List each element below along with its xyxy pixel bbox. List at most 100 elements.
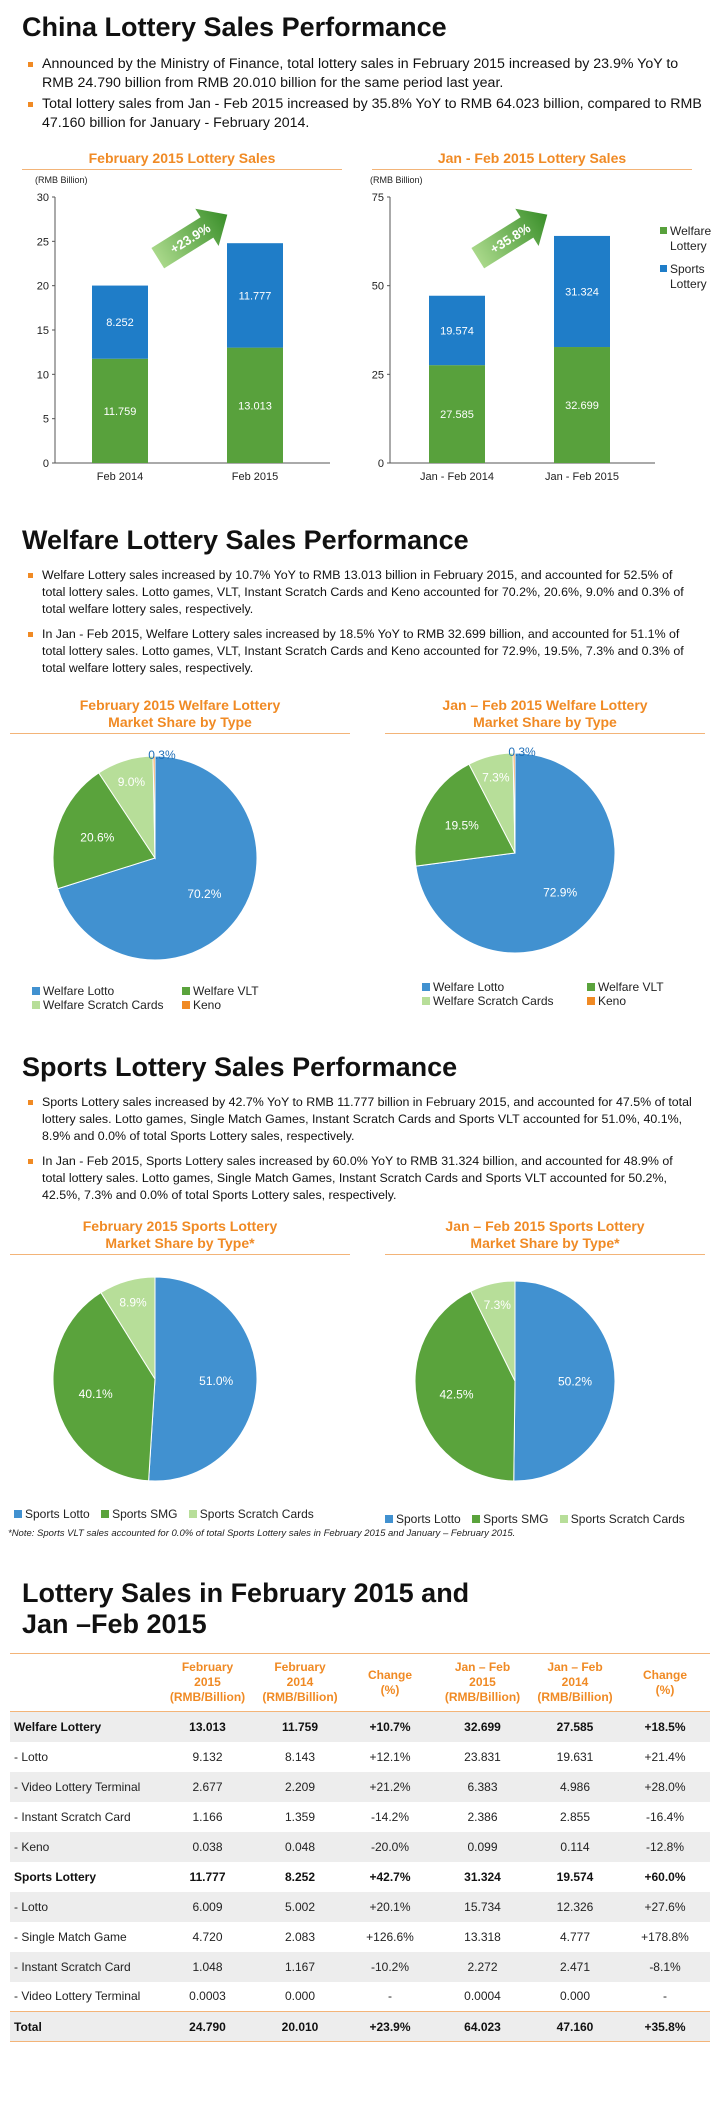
bar-value-label: 13.013 <box>238 400 272 412</box>
table-row: - Lotto 6.009 5.002 +20.1% 15.734 12.326 +27.6… <box>10 1891 710 1922</box>
legend-swatch <box>660 265 667 272</box>
bullet-item: In Jan - Feb 2015, Sports Lottery sales … <box>22 1153 697 1204</box>
pie-welfare-feb-legend: Welfare Lotto Welfare VLT Welfare Scratch… <box>32 984 332 1012</box>
pie-slice <box>100 1276 156 1381</box>
header-line: (RMB/Billion) <box>537 1690 613 1704</box>
bullet-text: Welfare Lottery sales increased by 10.7%… <box>42 568 684 616</box>
table-cell: 32.699 <box>435 1711 530 1742</box>
table-cell: 23.831 <box>464 1749 501 1764</box>
bullet-item: Sports Lottery sales increased by 42.7% … <box>22 1094 697 1145</box>
legend-swatch <box>32 1000 40 1009</box>
legend-label: Sports Lotto <box>396 1512 461 1526</box>
x-tick-label: Jan - Feb 2015 <box>545 471 619 483</box>
pie-slice <box>148 1276 258 1482</box>
legend-swatch <box>422 996 430 1005</box>
row-label: - Keno <box>10 1831 160 1862</box>
legend-label: Welfare VLT <box>193 984 259 998</box>
section-title-sports: Sports Lottery Sales Performance <box>22 1052 458 1082</box>
bullet-item: In Jan - Feb 2015, Welfare Lottery sales… <box>22 626 692 677</box>
y-tick-label: 15 <box>37 325 49 337</box>
table-cell: 19.631 <box>556 1749 594 1764</box>
table-cell: +20.1% <box>345 1891 435 1922</box>
pie-sports-janfeb-title: Jan – Feb 2015 Sports Lottery Market Sha… <box>385 1218 705 1255</box>
bullet-marker <box>28 62 33 67</box>
legend-label: Keno <box>598 994 627 1008</box>
row-label: - Lotto <box>14 1749 49 1764</box>
table-cell: 1.166 <box>192 1809 223 1824</box>
table-row: Sports Lottery 11.777 8.252 +42.7% 31.324 19.… <box>10 1862 710 1892</box>
pie-slice <box>414 1290 516 1482</box>
table-cell: 19.574 <box>556 1869 594 1884</box>
table-cell: 2.677 <box>160 1771 255 1802</box>
bar-chart-jan-feb-2015: (RMB Billion) 0 25 50 75 27.585 19.574 Jan - Fe… <box>370 175 711 483</box>
table-row: - Lotto 9.132 8.143 +12.1% 23.831 19.631 +21.4… <box>10 1742 710 1772</box>
table-cell: 12.326 <box>530 1891 620 1922</box>
table-cell: 2.471 <box>530 1951 620 1982</box>
table-cell: +21.4% <box>644 1749 686 1764</box>
bar-welfare <box>227 347 283 463</box>
table-cell: 24.790 <box>160 2011 255 2042</box>
legend-label: Sports <box>670 262 705 276</box>
bullet-marker <box>28 1159 33 1164</box>
lottery-sales-table-wrap: February 2015 (RMB/Billion) February 2014 (RM… <box>10 1653 710 2042</box>
pie-slice-label: 0.3% <box>148 748 176 762</box>
y-tick-label: 10 <box>37 369 49 381</box>
table-header-cell: Change (%) <box>620 1654 710 1712</box>
legend-swatch <box>587 982 595 991</box>
bullet-text: Announced by the Ministry of Finance, to… <box>42 56 679 91</box>
legend-item: Sports Lotto <box>385 1512 461 1526</box>
table-cell: +126.6% <box>366 1929 414 1944</box>
legend-swatch <box>559 1514 568 1523</box>
legend-swatch <box>14 1509 22 1518</box>
table-cell: 13.013 <box>160 1711 255 1742</box>
table-cell: 0.0003 <box>189 1989 226 2004</box>
table-cell: 1.048 <box>160 1951 255 1982</box>
legend-label: Sports Scratch Cards <box>199 1507 314 1521</box>
pie-slice <box>470 1280 516 1382</box>
header-line: Change <box>367 1667 412 1682</box>
row-label: - Video Lottery Terminal <box>14 1989 141 2004</box>
pie-title-line: Jan – Feb 2015 Welfare Lottery <box>442 697 648 713</box>
table-cell: 0.000 <box>559 1989 591 2004</box>
table-row: - Keno 0.038 0.048 -20.0% 0.099 0.114 -12.8% <box>10 1831 710 1862</box>
table-cell: -10.2% <box>345 1951 435 1982</box>
section-title-china-lottery: China Lottery Sales Performance <box>22 12 447 42</box>
table-cell: 20.010 <box>255 2011 345 2042</box>
pie-slice <box>52 1291 156 1482</box>
row-label: - Lotto <box>10 1891 160 1922</box>
table-header-cell: February 2015 (RMB/Billion) <box>160 1654 255 1712</box>
legend-item: Sports Scratch Cards <box>188 1507 314 1521</box>
table-cell: 8.252 <box>284 1869 316 1884</box>
legend-item: Sports Scratch Cards <box>559 1512 685 1526</box>
table-header-cell: Jan – Feb 2014 (RMB/Billion) <box>530 1654 620 1712</box>
table-cell: 64.023 <box>435 2011 530 2042</box>
pie-slice <box>152 755 156 859</box>
bar-value-label: 19.574 <box>440 325 474 337</box>
table-cell: -12.8% <box>620 1831 710 1862</box>
table-cell: 9.132 <box>192 1749 223 1764</box>
table-cell: 0.048 <box>255 1831 345 1862</box>
table-cell: 1.359 <box>284 1809 316 1824</box>
pie-slice-label: 50.2% <box>558 1374 592 1388</box>
pie-sports-feb-title: February 2015 Sports Lottery Market Shar… <box>10 1218 350 1255</box>
table-cell: 6.009 <box>160 1891 255 1922</box>
y-tick-label: 75 <box>372 192 384 204</box>
pie-sports-feb-legend: Sports Lotto Sports SMG Sports Scratch C… <box>14 1507 354 1521</box>
pie-slice-label: 40.1% <box>79 1387 113 1401</box>
bullet-item: Announced by the Ministry of Finance, to… <box>22 55 702 93</box>
table-header-cell: Jan – Feb 2015 (RMB/Billion) <box>435 1654 530 1712</box>
header-line: Change <box>642 1667 687 1682</box>
bar-value-label: 32.699 <box>565 400 599 412</box>
bar-sports <box>429 295 485 366</box>
table-cell: +12.1% <box>369 1749 411 1764</box>
bullet-item: Total lottery sales from Jan - Feb 2015 … <box>22 95 702 133</box>
bar-sports <box>92 285 148 359</box>
legend-item: Welfare Scratch Cards <box>32 998 182 1012</box>
legend-item: Sports Lotto <box>14 1507 90 1521</box>
table-cell: 2.386 <box>467 1809 498 1824</box>
pie-slice-label: 42.5% <box>439 1387 473 1401</box>
y-axis-label: (RMB Billion) <box>35 175 88 185</box>
table-row: - Instant Scratch Card 1.048 1.167 -10.2% 2.… <box>10 1951 710 1982</box>
pie-welfare-jan-feb-2015: 72.9% 19.5% 7.3% 0.3% <box>414 745 616 954</box>
pie-title-line: Market Share by Type <box>10 714 350 734</box>
